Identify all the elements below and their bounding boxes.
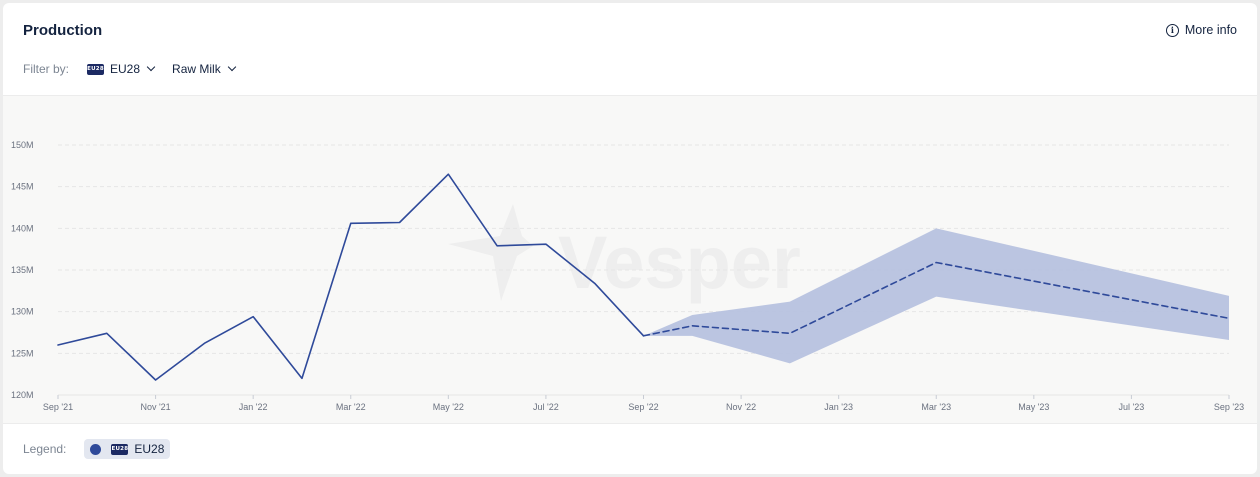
eu-flag-icon: EU28 [111, 443, 129, 455]
production-line-chart: Vesper 120M 125M 130M 135M 140M 145M 150M Sep … [11, 140, 1244, 412]
legend-item-label: EU28 [134, 442, 165, 456]
data-point[interactable] [933, 260, 939, 266]
x-tick-label: Sep '21 [43, 402, 73, 412]
product-dropdown[interactable]: Raw Milk [172, 62, 236, 76]
data-point[interactable] [250, 314, 256, 320]
x-tick-label: Nov '21 [140, 402, 170, 412]
data-point[interactable] [641, 333, 647, 339]
y-tick-label: 125M [11, 348, 34, 358]
eu-flag-icon: EU28 [87, 63, 105, 75]
x-tick-label: Nov '22 [726, 402, 756, 412]
data-point[interactable] [348, 220, 354, 226]
more-info-button[interactable]: i More info [1165, 23, 1237, 37]
data-point[interactable] [397, 220, 403, 226]
watermark-logo: Vesper [448, 204, 801, 304]
actual-series-line [57, 173, 645, 381]
y-tick-label: 140M [11, 223, 34, 233]
y-tick-label: 130M [11, 307, 34, 317]
data-point[interactable] [201, 340, 207, 346]
legend-label: Legend: [23, 442, 67, 456]
x-tick-label: Sep '23 [1214, 402, 1244, 412]
x-tick-label: Jul '23 [1119, 402, 1145, 412]
chevron-down-icon [146, 62, 156, 72]
region-value: EU28 [110, 62, 141, 76]
data-point[interactable] [55, 342, 61, 348]
filter-label: Filter by: [23, 62, 70, 76]
card-title: Production [23, 22, 103, 39]
chevron-down-icon [227, 62, 236, 72]
filter-row: Filter by: EU28 EU28 Raw Milk [23, 62, 253, 76]
data-point[interactable] [104, 330, 110, 336]
legend-item-eu28[interactable]: EU28 EU28 [84, 439, 171, 459]
forecast-confidence-band [643, 228, 1229, 364]
data-point[interactable] [689, 323, 695, 329]
data-point[interactable] [1226, 315, 1232, 321]
legend: Legend: EU28 EU28 [23, 439, 171, 459]
data-point[interactable] [787, 330, 793, 336]
x-tick-label: Sep '22 [628, 402, 658, 412]
x-tick-label: Jan '22 [239, 402, 268, 412]
data-point[interactable] [494, 243, 500, 249]
legend-dot-icon [90, 443, 102, 455]
info-icon: i [1165, 23, 1179, 37]
production-card: Production i More info Filter by: EU28 E… [3, 3, 1257, 474]
card-header: Production i More info Filter by: EU28 E… [3, 3, 1257, 95]
x-tick-label: Mar '23 [921, 402, 951, 412]
plot-area: Vesper 120M 125M 130M 135M 140M 145M 150M Sep … [3, 95, 1257, 424]
y-tick-label: 135M [11, 265, 34, 275]
x-tick-label: Jul '22 [533, 402, 559, 412]
data-point[interactable] [445, 171, 451, 177]
data-point[interactable] [592, 280, 598, 286]
y-tick-label: 145M [11, 182, 34, 192]
forecast-series-line [642, 261, 1230, 337]
data-point[interactable] [153, 377, 159, 383]
x-tick-label: May '23 [1018, 402, 1049, 412]
x-tick-label: May '22 [433, 402, 464, 412]
product-value: Raw Milk [172, 62, 221, 76]
data-point[interactable] [543, 241, 549, 247]
x-tick-label: Jan '23 [824, 402, 853, 412]
x-tick-label: Mar '22 [336, 402, 366, 412]
y-tick-label: 150M [11, 140, 34, 150]
data-point[interactable] [299, 375, 305, 381]
y-tick-label: 120M [11, 390, 34, 400]
more-info-label: More info [1184, 23, 1237, 37]
watermark-text: Vesper [558, 221, 801, 304]
region-dropdown[interactable]: EU28 EU28 [87, 62, 156, 76]
